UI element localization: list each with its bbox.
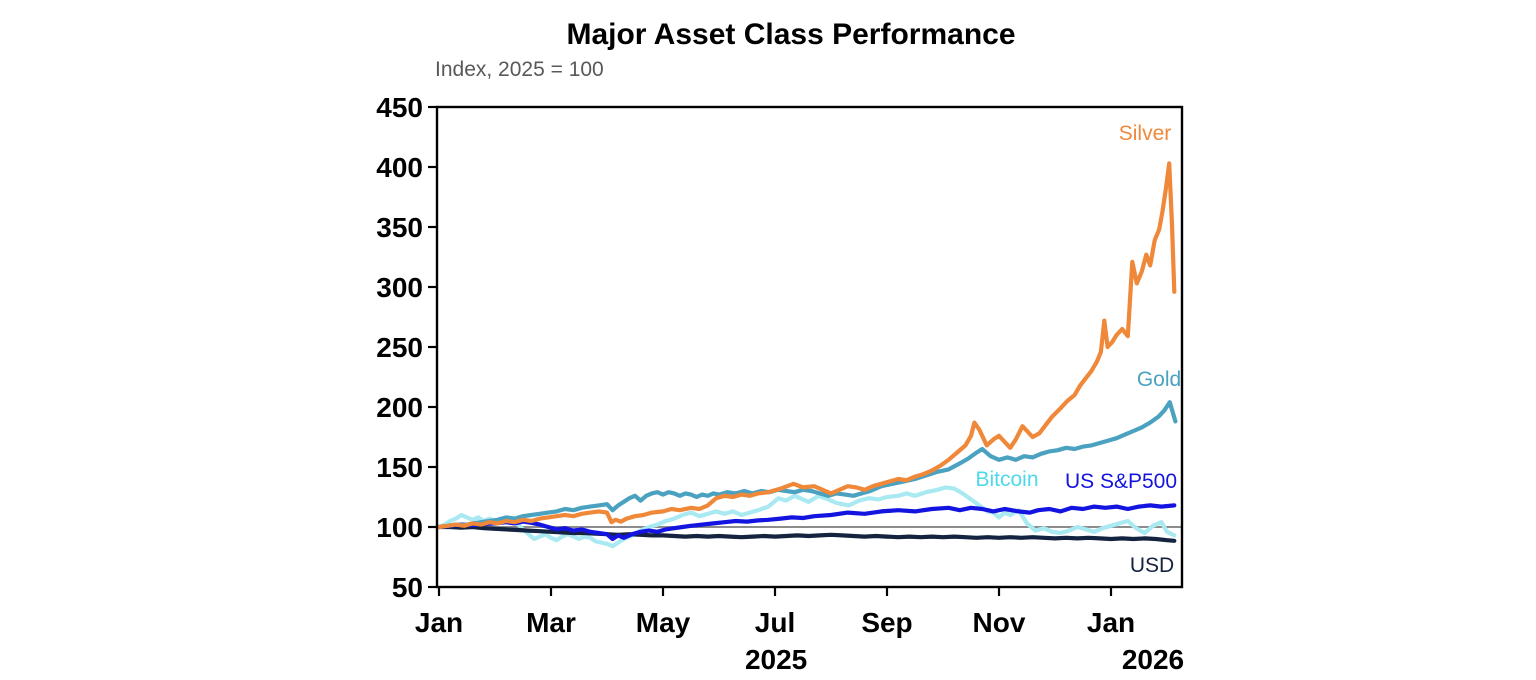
x-tick-label: Nov (973, 607, 1026, 638)
y-tick-label: 300 (376, 272, 423, 303)
series-label-bitcoin: Bitcoin (975, 468, 1039, 491)
series-label-us-sp500: US S&P500 (1064, 470, 1178, 493)
x-tick-label: Jan (415, 607, 463, 638)
y-tick-label: 450 (376, 92, 423, 123)
x-tick-label: Jan (1087, 607, 1135, 638)
x-year-label: 2025 (745, 644, 807, 675)
y-tick-label: 350 (376, 212, 423, 243)
y-tick-label: 400 (376, 152, 423, 183)
series-label-gold: Gold (1136, 368, 1182, 391)
series-line-usd (437, 524, 1177, 543)
y-tick-label: 250 (376, 332, 423, 363)
series-line-bitcoin (437, 485, 1177, 549)
series-label-usd: USD (1129, 554, 1175, 577)
y-tick-label: 100 (376, 512, 423, 543)
x-tick-label: Jul (755, 607, 795, 638)
y-tick-label: 150 (376, 452, 423, 483)
series-label-silver: Silver (1118, 122, 1172, 145)
y-tick-label: 50 (392, 572, 423, 603)
x-year-label: 2026 (1122, 644, 1184, 675)
x-tick-label: May (636, 607, 691, 638)
chart-title: Major Asset Class Performance (566, 18, 1016, 51)
chart-subtitle: Index, 2025 = 100 (435, 58, 604, 81)
y-tick-label: 200 (376, 392, 423, 423)
series-line-us-s-p500 (437, 503, 1177, 542)
x-tick-label: Sep (861, 607, 912, 638)
series-line-silver (437, 161, 1177, 530)
x-tick-label: Mar (526, 607, 576, 638)
